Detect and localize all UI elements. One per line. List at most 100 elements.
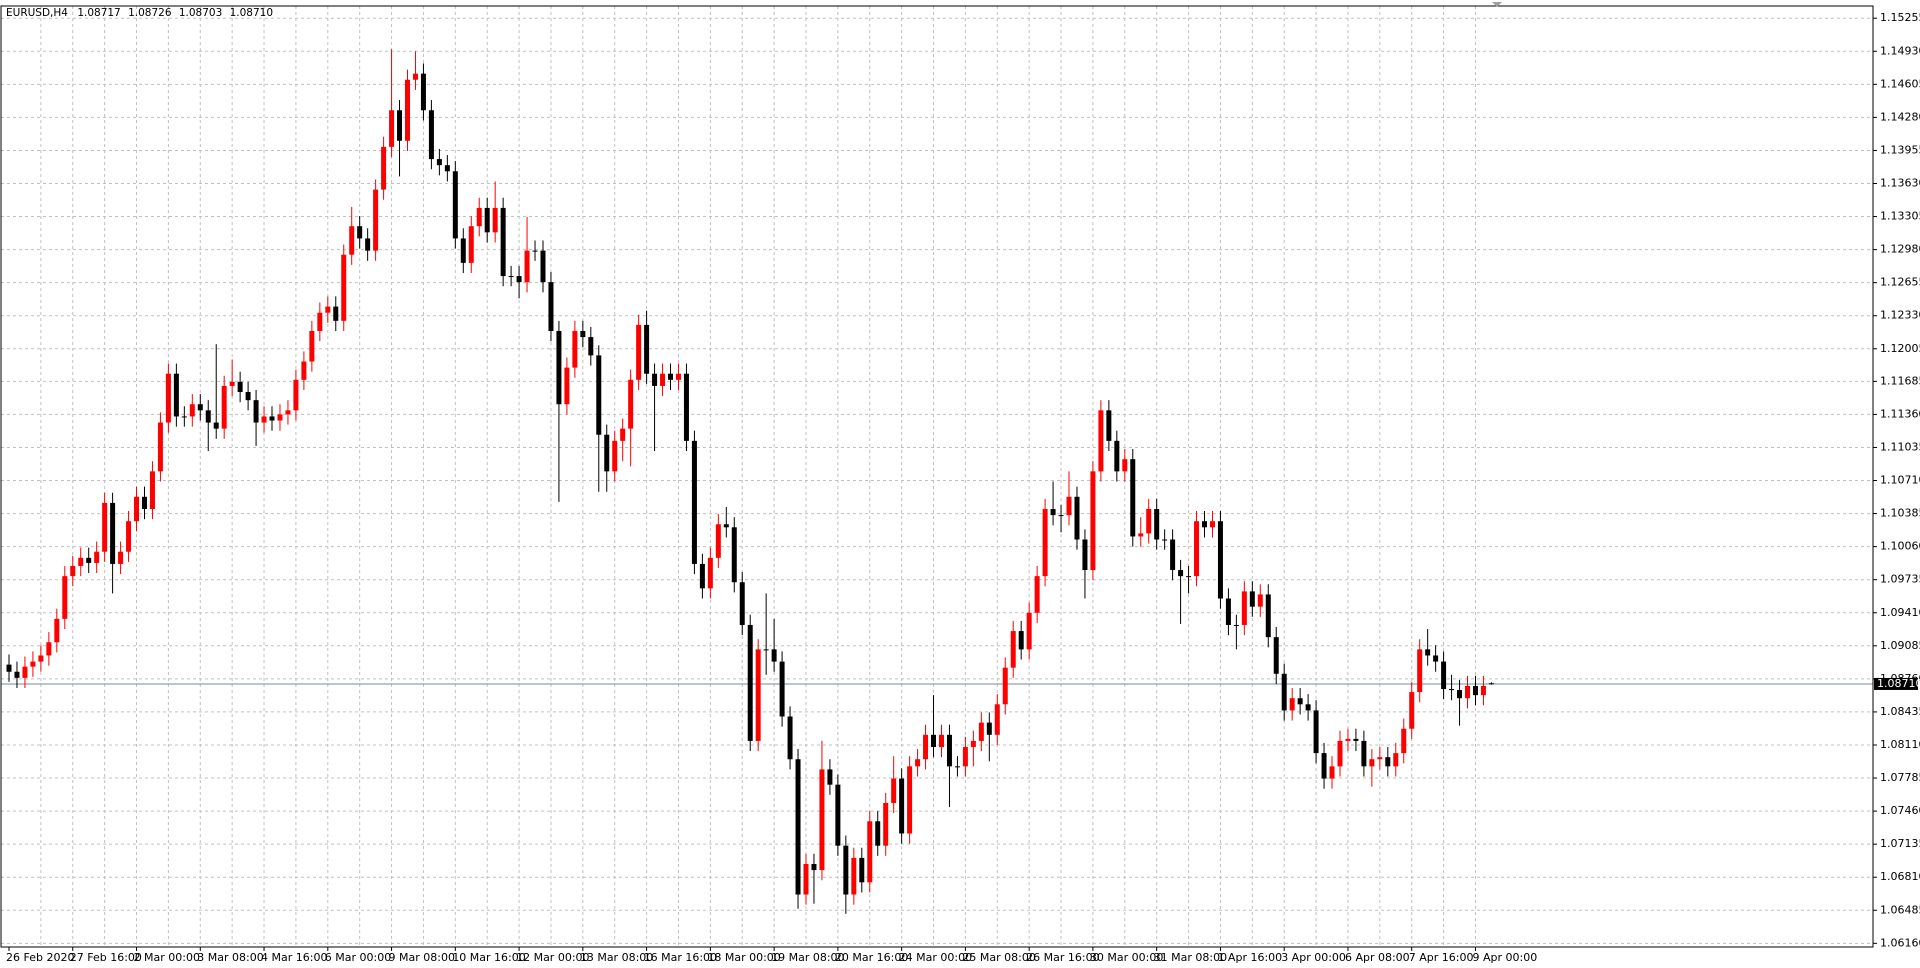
candle-body [532, 250, 538, 252]
x-tick-label: 1 Apr 16:00 [1217, 951, 1282, 964]
y-tick-label: 1.11360 [1880, 407, 1920, 420]
candle-body [891, 778, 897, 803]
candle-body [572, 330, 578, 368]
candle-body [405, 79, 410, 141]
candle-body [883, 802, 889, 846]
candle-body [173, 373, 179, 417]
candle-body [237, 381, 243, 393]
chart-header: EURUSD,H4 1.08717 1.08726 1.08703 1.0871… [6, 7, 273, 19]
candle-body [1217, 521, 1223, 599]
candle-body [675, 373, 681, 380]
candle-body [389, 110, 395, 147]
candle-body [341, 254, 347, 321]
candle-body [301, 361, 307, 380]
candle-body [213, 422, 219, 429]
candle-body [1289, 698, 1295, 711]
x-tick-label: 3 Apr 00:00 [1281, 951, 1346, 964]
y-tick-label: 1.08110 [1880, 738, 1920, 751]
candle-body [1329, 766, 1335, 779]
candle-body [1186, 576, 1192, 578]
candle-body [1058, 515, 1064, 517]
candle-body [269, 416, 275, 421]
candle-body [556, 330, 562, 405]
candle-body [548, 282, 554, 331]
candle-body [1313, 710, 1319, 754]
candle-body [30, 661, 36, 667]
candle-body [1321, 753, 1327, 779]
candle-body [1441, 661, 1447, 690]
candle-body [524, 250, 530, 283]
candle-body [707, 557, 713, 589]
x-tick-label: 12 Mar 00:00 [516, 951, 589, 964]
candle-body [1449, 689, 1455, 691]
candle-body [1162, 539, 1168, 541]
y-tick-label: 1.09410 [1880, 606, 1920, 619]
y-tick-label: 1.09735 [1880, 573, 1920, 586]
candle-body [397, 110, 403, 141]
candle-body [668, 373, 674, 380]
y-tick-label: 1.12330 [1880, 309, 1920, 322]
x-tick-label: 19 Mar 08:00 [771, 951, 844, 964]
candle-body [460, 238, 466, 263]
candle-body [779, 661, 785, 717]
candle-body [1090, 471, 1096, 571]
candle-body [1425, 649, 1431, 656]
candle-body [500, 207, 506, 277]
x-tick-label: 2 Mar 00:00 [134, 951, 200, 964]
candle-body [181, 416, 187, 418]
x-tick-label: 16 Mar 16:00 [644, 951, 717, 964]
candle-body [1361, 740, 1367, 767]
x-tick-label: 27 Feb 16:00 [70, 951, 142, 964]
candle-body [1433, 655, 1439, 662]
candle-body [588, 337, 594, 356]
candle-body [1098, 410, 1104, 472]
candle-body [189, 404, 195, 417]
y-tick-label: 1.11035 [1880, 440, 1920, 453]
candle-body [739, 582, 745, 625]
candle-body [1353, 738, 1359, 741]
candle-body [1241, 591, 1247, 625]
candle-body [468, 226, 474, 263]
candle-body [365, 238, 371, 251]
candle-body [636, 324, 642, 380]
candle-body [221, 385, 227, 429]
candle-body [1273, 637, 1279, 674]
open-value: 1.08717 [77, 7, 120, 19]
candle-body [612, 440, 618, 472]
candle-body [54, 618, 60, 643]
candle-body [1345, 738, 1351, 741]
candle-body [628, 379, 634, 429]
candle-body [986, 722, 992, 735]
candle-body [731, 527, 737, 583]
candle-body [1130, 459, 1136, 537]
candle-body [596, 355, 602, 435]
y-tick-label: 1.08435 [1880, 705, 1920, 718]
candle-body [165, 373, 171, 423]
candle-body [978, 722, 984, 741]
y-tick-label: 1.13630 [1880, 176, 1920, 189]
candle-body [580, 330, 586, 338]
x-tick-label: 31 Mar 08:00 [1154, 951, 1227, 964]
x-tick-label: 25 Mar 08:00 [962, 951, 1035, 964]
candle-body [811, 863, 817, 871]
current-price-label: 1.08710 [1877, 677, 1920, 690]
x-tick-label: 10 Mar 16:00 [452, 951, 525, 964]
candle-body [771, 649, 777, 662]
candle-body [1074, 496, 1080, 540]
plot-frame [0, 5, 1874, 948]
x-tick-label: 7 Apr 16:00 [1409, 951, 1474, 964]
y-tick-label: 1.06485 [1880, 903, 1920, 916]
candle-body [141, 496, 147, 509]
candle-body [1154, 508, 1160, 540]
candle-body [516, 276, 522, 283]
candle-body [1249, 591, 1255, 607]
candle-body [102, 502, 108, 552]
candle-body [484, 207, 490, 233]
candle-body [1122, 459, 1128, 472]
candle-body [357, 226, 363, 239]
candle-body [1194, 521, 1200, 577]
y-tick-label: 1.14280 [1880, 110, 1920, 123]
y-tick-label: 1.07135 [1880, 837, 1920, 850]
y-tick-label: 1.09085 [1880, 639, 1920, 652]
